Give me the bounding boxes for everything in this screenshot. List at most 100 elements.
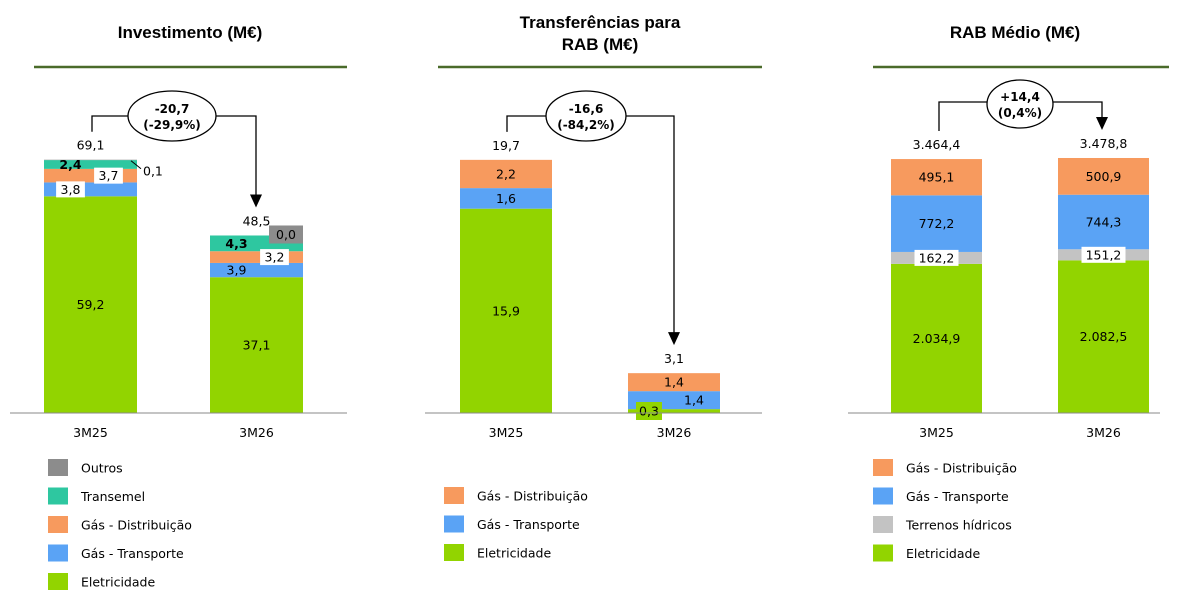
chart3-legend-swatch-terrenos-h-dricos <box>873 516 893 533</box>
chart1-title: Investimento (M€) <box>118 23 263 42</box>
chart1-label-3M25-transemel: 2,4 <box>59 157 81 172</box>
chart2-delta-value: -16,6 <box>569 102 604 116</box>
chart3-label-3M26-terrenos-h-dricos-bg <box>1081 246 1126 263</box>
chart1-legend-label-transemel: Transemel <box>80 489 145 504</box>
chart1-delta-arrowhead <box>250 194 262 208</box>
chart2-legend-label-eletricidade: Eletricidade <box>477 546 551 561</box>
chart1-label-3M25-g-s-transporte-bg <box>56 181 85 198</box>
chart1-legend-label-outros: Outros <box>81 461 123 476</box>
chart3-bar-3M26-g-s-distribui-o <box>1058 157 1149 195</box>
chart1-label-3M26-transemel: 4,3 <box>225 236 247 251</box>
chart2-bar-3M26-eletricidade <box>628 409 720 413</box>
chart3-label-3M26-g-s-distribui-o: 500,9 <box>1086 169 1122 184</box>
chart2-xtick-3M25: 3M25 <box>489 425 524 440</box>
chart2-delta-arrowhead <box>668 332 680 346</box>
chart1-bar-3M26-g-s-transporte <box>210 262 303 278</box>
chart3-label-3M26-g-s-transporte: 744,3 <box>1086 214 1122 229</box>
chart1-legend-label-g-s-transporte: Gás - Transporte <box>81 546 184 561</box>
chart1-xtick-3M26: 3M26 <box>239 425 274 440</box>
chart1-label-3M26-eletricidade: 37,1 <box>243 338 271 353</box>
chart1-xtick-3M25: 3M25 <box>73 425 108 440</box>
chart3-xtick-3M25: 3M25 <box>919 425 954 440</box>
chart1-delta-pct: (-29,9%) <box>143 118 201 132</box>
chart1-legend-label-g-s-distribui-o: Gás - Distribuição <box>81 518 192 533</box>
chart2-bar-3M26-g-s-distribui-o <box>628 373 720 392</box>
chart1-label-3M25-g-s-distribui-o: 3,7 <box>99 168 119 183</box>
chart3-label-3M25-g-s-transporte: 772,2 <box>919 216 955 231</box>
chart3-label-3M25-eletricidade: 2.034,9 <box>913 331 961 346</box>
chart2-xtick-3M26: 3M26 <box>657 425 692 440</box>
chart1-label-3M25-outros: 0,1 <box>143 164 163 179</box>
chart3-legend-label-g-s-distribui-o: Gás - Distribuição <box>906 461 1017 476</box>
chart1-bar-3M25-eletricidade <box>44 196 137 413</box>
chart2-total-3M26: 3,1 <box>664 351 684 366</box>
chart3-legend-label-g-s-transporte: Gás - Transporte <box>906 489 1009 504</box>
chart1-outros-cap-3M26 <box>269 225 303 244</box>
chart3-delta-bubble <box>986 79 1054 129</box>
chart2-legend-label-g-s-transporte: Gás - Transporte <box>477 517 580 532</box>
chart3-label-3M26-terrenos-h-dricos: 151,2 <box>1086 247 1122 262</box>
chart3-label-3M26-eletricidade: 2.082,5 <box>1080 329 1128 344</box>
chart1-bar-3M25-g-s-distribui-o <box>44 168 137 183</box>
chart1-total-3M26: 48,5 <box>243 213 271 228</box>
chart3-legend-swatch-eletricidade <box>873 544 893 562</box>
chart1-label-3M26-outros: 0,0 <box>276 227 296 242</box>
chart2-label-3M25-g-s-transporte: 1,6 <box>496 191 516 206</box>
chart1-label-3M26-g-s-distribui-o: 3,2 <box>265 250 285 265</box>
chart3-title: RAB Médio (M€) <box>950 23 1080 42</box>
chart2-label-3M26-eletricidade: 0,3 <box>639 404 659 419</box>
chart2-bar-3M25-eletricidade <box>460 208 552 413</box>
chart3-legend-swatch-g-s-transporte <box>873 487 893 505</box>
chart2-legend-label-g-s-distribui-o: Gás - Distribuição <box>477 489 588 504</box>
chart1-legend-swatch-g-s-transporte <box>48 544 68 562</box>
chart1-bar-3M26-eletricidade <box>210 277 303 413</box>
chart1-bar-3M26-g-s-distribui-o <box>210 251 303 263</box>
chart2-label-3M25-eletricidade: 15,9 <box>492 303 520 318</box>
chart2-legend-swatch-g-s-distribui-o <box>444 487 464 504</box>
chart3-total-3M26: 3.478,8 <box>1080 136 1128 151</box>
chart3-legend-swatch-g-s-distribui-o <box>873 459 893 476</box>
chart3-delta-value: +14,4 <box>1000 90 1040 104</box>
chart1-delta-value: -20,7 <box>155 102 190 116</box>
chart2-legend-swatch-g-s-transporte <box>444 515 464 533</box>
chart2-delta-bubble <box>545 90 627 142</box>
chart2-label-3M26-g-s-transporte: 1,4 <box>684 393 704 408</box>
chart2-legend-swatch-eletricidade <box>444 544 464 561</box>
chart3-label-3M25-terrenos-h-dricos: 162,2 <box>919 250 955 265</box>
chart3-bar-3M25-g-s-transporte <box>891 195 982 252</box>
chart3-label-3M25-g-s-distribui-o: 495,1 <box>919 170 955 185</box>
chart2-total-3M25: 19,7 <box>492 138 520 153</box>
chart3-total-3M25: 3.464,4 <box>913 137 961 152</box>
chart2-label-bg-3M26 <box>636 402 662 420</box>
chart1-leader-3M25 <box>130 160 142 170</box>
chart1-total-3M25: 69,1 <box>77 138 105 153</box>
chart3-bar-3M25-eletricidade <box>891 263 982 413</box>
chart3-legend-label-terrenos-h-dricos: Terrenos hídricos <box>905 518 1012 533</box>
chart1-label-3M25-eletricidade: 59,2 <box>77 297 105 312</box>
chart2-label-3M25-g-s-distribui-o: 2,2 <box>496 166 516 181</box>
chart1-label-3M26-g-s-distribui-o-bg <box>260 249 289 266</box>
chart1-label-3M25-g-s-transporte: 3,8 <box>61 182 81 197</box>
chart1-label-3M25-g-s-distribui-o-bg <box>94 167 123 184</box>
chart3-bar-3M26-eletricidade <box>1058 260 1149 413</box>
chart3-label-3M25-terrenos-h-dricos-bg <box>914 249 959 266</box>
chart1-legend-swatch-outros <box>48 459 68 476</box>
chart1-legend-swatch-eletricidade <box>48 573 68 590</box>
chart1-bar-3M25-transemel <box>44 160 137 169</box>
chart3-legend-label-eletricidade: Eletricidade <box>906 546 980 561</box>
chart1-label-3M26-g-s-transporte: 3,9 <box>227 263 247 278</box>
chart3-xtick-3M26: 3M26 <box>1086 425 1121 440</box>
chart2-delta-pct: (-84,2%) <box>557 118 615 132</box>
chart3-bar-3M25-g-s-distribui-o <box>891 159 982 196</box>
chart2-title-line1: Transferências para <box>520 13 681 32</box>
chart2-title-line2: RAB (M€) <box>562 35 639 54</box>
chart1-legend-label-eletricidade: Eletricidade <box>81 575 155 590</box>
chart1-legend-swatch-transemel <box>48 487 68 505</box>
chart2-bar-3M25-g-s-distribui-o <box>460 159 552 189</box>
chart1-legend-swatch-g-s-distribui-o <box>48 516 68 533</box>
chart2-bar-3M25-g-s-transporte <box>460 188 552 209</box>
chart1-delta-bubble <box>127 90 217 142</box>
chart3-bar-3M26-g-s-transporte <box>1058 194 1149 250</box>
